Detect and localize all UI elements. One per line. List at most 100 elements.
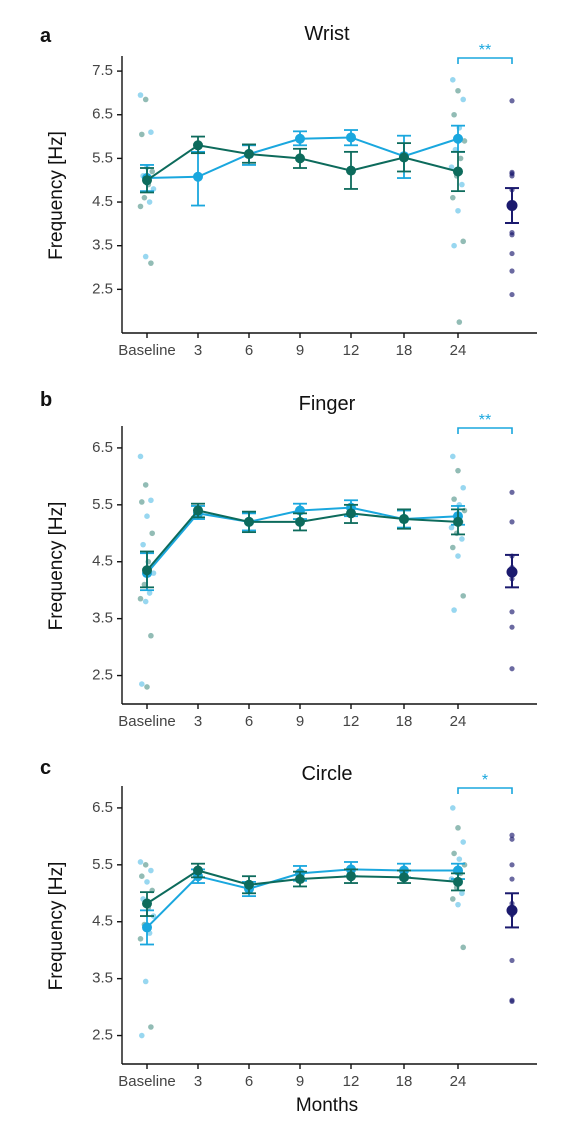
x-tick-label: 12 bbox=[343, 342, 360, 359]
baseline-point bbox=[142, 96, 149, 103]
month24-point bbox=[461, 138, 468, 144]
control-point bbox=[509, 98, 515, 104]
month24-point bbox=[451, 111, 457, 118]
baseline-point bbox=[140, 541, 146, 548]
control-point bbox=[509, 998, 515, 1005]
y-tick-label: 5.5 bbox=[92, 149, 113, 166]
control-point bbox=[509, 268, 515, 274]
series-point bbox=[244, 516, 254, 527]
baseline-point bbox=[139, 1032, 145, 1039]
x-tick-label: 9 bbox=[296, 342, 304, 359]
baseline-point bbox=[141, 194, 148, 201]
series-point bbox=[142, 565, 152, 576]
y-axis-label: Frequency [Hz] bbox=[46, 502, 67, 631]
control-point bbox=[509, 876, 515, 882]
significance-bracket bbox=[457, 787, 513, 794]
month24-point bbox=[459, 890, 465, 897]
month24-point bbox=[450, 805, 456, 811]
control-point bbox=[509, 489, 515, 495]
baseline-point bbox=[148, 632, 154, 639]
x-tick-label: Baseline bbox=[118, 342, 176, 359]
baseline-point bbox=[142, 253, 149, 260]
panel-wrist: a Wrist Frequency [Hz] 2.5 3.5 4.5 5.5 6.5 7.5 Ba… bbox=[40, 23, 537, 359]
y-tick-label: 4.5 bbox=[92, 913, 113, 930]
control-point bbox=[509, 291, 515, 298]
panel-letter: c bbox=[40, 757, 51, 779]
y-tick-label: 2.5 bbox=[92, 667, 113, 684]
series-point bbox=[453, 516, 463, 527]
y-tick-label: 5.5 bbox=[92, 856, 113, 873]
series-point bbox=[453, 876, 463, 887]
month24-point bbox=[459, 536, 465, 542]
control-point bbox=[509, 232, 515, 238]
month24-point bbox=[450, 194, 456, 201]
x-tick-label: 3 bbox=[194, 713, 202, 730]
month24-point bbox=[460, 96, 467, 103]
month24-point bbox=[460, 484, 467, 491]
baseline-point bbox=[142, 598, 149, 605]
month24-point bbox=[457, 155, 464, 162]
series-point bbox=[193, 140, 203, 151]
x-tick-label: 3 bbox=[194, 342, 202, 359]
control-point bbox=[509, 519, 515, 525]
month24-point bbox=[456, 856, 463, 862]
baseline-point bbox=[146, 199, 153, 205]
series-point bbox=[295, 874, 305, 885]
x-tick-label: 24 bbox=[450, 342, 467, 359]
series-point bbox=[244, 149, 254, 160]
x-tick-label: 3 bbox=[194, 1073, 202, 1090]
y-tick-label: 3.5 bbox=[92, 237, 113, 254]
control-mean-point bbox=[506, 200, 518, 212]
y-tick-label: 6.5 bbox=[92, 106, 113, 123]
x-tick-label: 6 bbox=[245, 1073, 253, 1090]
baseline-point bbox=[148, 260, 154, 266]
y-axis-label: Frequency [Hz] bbox=[46, 131, 67, 260]
control-point bbox=[509, 862, 515, 868]
series-point bbox=[399, 514, 409, 525]
y-tick-label: 4.5 bbox=[92, 193, 113, 210]
series-point bbox=[142, 898, 152, 909]
baseline-point bbox=[142, 862, 149, 868]
y-tick-label: 2.5 bbox=[92, 1027, 113, 1044]
y-tick-label: 5.5 bbox=[92, 496, 113, 513]
x-tick-label: 9 bbox=[296, 1073, 304, 1090]
baseline-point bbox=[137, 92, 144, 98]
baseline-point bbox=[144, 684, 150, 690]
y-tick-label: 4.5 bbox=[92, 553, 113, 570]
panel-circle: c Circle Frequency [Hz] 2.5 3.5 4.5 5.5 6.5 Base… bbox=[40, 757, 537, 1090]
control-point bbox=[509, 624, 515, 630]
control-point bbox=[509, 832, 515, 838]
y-axis-label: Frequency [Hz] bbox=[46, 862, 67, 991]
control-point bbox=[509, 173, 515, 179]
series-point bbox=[244, 879, 254, 890]
y-tick-label: 3.5 bbox=[92, 970, 113, 987]
x-tick-label: 18 bbox=[396, 1073, 413, 1090]
baseline-point bbox=[137, 453, 144, 460]
month24-point bbox=[450, 896, 456, 902]
significance-marker: ** bbox=[479, 42, 491, 59]
x-tick-label: 24 bbox=[450, 1073, 467, 1090]
series-point bbox=[399, 872, 409, 883]
control-mean-point bbox=[506, 566, 518, 578]
baseline-point bbox=[139, 873, 145, 880]
x-tick-label: 9 bbox=[296, 713, 304, 730]
x-axis-label: Months bbox=[296, 1095, 358, 1116]
month24-point bbox=[459, 181, 465, 188]
baseline-point bbox=[146, 590, 153, 596]
month24-point bbox=[450, 453, 456, 460]
month24-point bbox=[455, 825, 461, 831]
x-tick-label: 12 bbox=[343, 1073, 360, 1090]
x-tick-label: 6 bbox=[245, 713, 253, 730]
x-tick-label: Baseline bbox=[118, 713, 176, 730]
x-tick-label: Baseline bbox=[118, 1073, 176, 1090]
series-point bbox=[142, 922, 152, 933]
month24-point bbox=[456, 319, 463, 325]
baseline-point bbox=[137, 859, 144, 865]
month24-point bbox=[455, 901, 461, 908]
baseline-point bbox=[139, 131, 145, 138]
baseline-point bbox=[144, 513, 150, 520]
baseline-point bbox=[137, 595, 144, 602]
series-point bbox=[346, 871, 356, 882]
y-tick-label: 7.5 bbox=[92, 62, 113, 79]
